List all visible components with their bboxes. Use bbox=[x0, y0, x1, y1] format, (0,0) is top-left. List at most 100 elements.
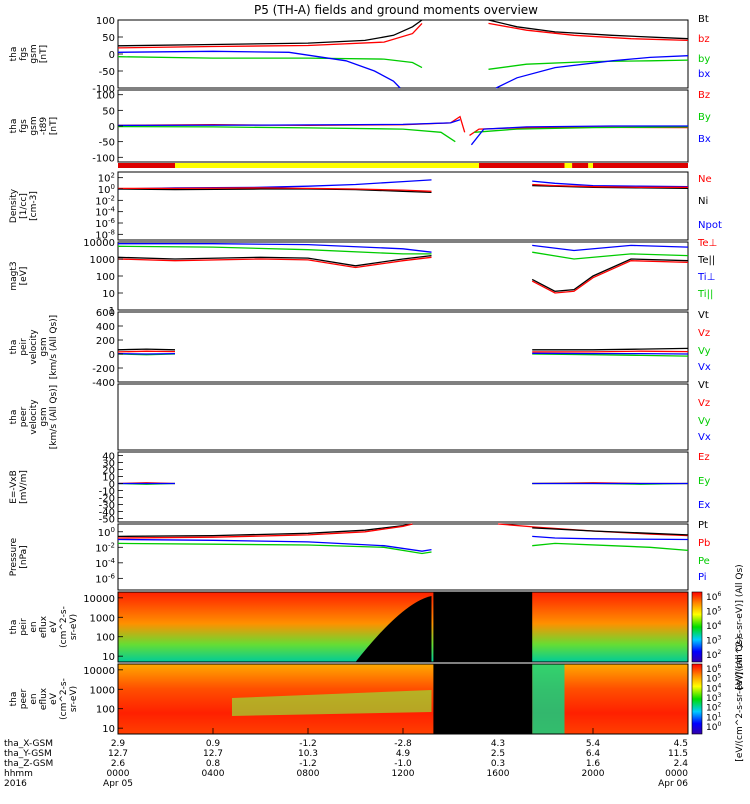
y-axis-label: Density bbox=[9, 188, 19, 223]
colorbar-label: [eV/(cm^2-s-sr-eV)] (All Qs) bbox=[735, 636, 745, 761]
x-axis-value: 1200 bbox=[392, 769, 415, 779]
y-axis-label: velocity bbox=[29, 399, 39, 435]
legend-label: Vx bbox=[698, 432, 711, 443]
series-line-pi bbox=[532, 536, 688, 539]
legend-label: Pb bbox=[698, 538, 710, 549]
series-line-vt bbox=[532, 348, 688, 349]
x-axis-value: 1600 bbox=[487, 769, 510, 779]
y-tick-label: 1000 bbox=[90, 613, 115, 624]
x-axis-value: 0000 bbox=[665, 769, 688, 779]
x-axis-value: -1.2 bbox=[299, 759, 317, 769]
x-axis-value: 11.5 bbox=[668, 749, 688, 759]
legend-label: Vy bbox=[698, 346, 711, 357]
series-line-pt bbox=[532, 528, 688, 535]
y-tick-label: 400 bbox=[96, 322, 115, 333]
x-axis-value: 0800 bbox=[297, 769, 320, 779]
series-line-ti bbox=[532, 252, 688, 259]
series-line-ti bbox=[532, 245, 688, 250]
colorbar-tick-label: 100 bbox=[706, 721, 721, 733]
y-axis-label: tha bbox=[9, 692, 19, 707]
y-tick-label: 10-4 bbox=[95, 557, 115, 570]
series-line-vx bbox=[532, 353, 688, 354]
x-axis-value: 2.6 bbox=[111, 759, 126, 769]
y-tick-label: 10 bbox=[102, 289, 115, 300]
legend-label: Ex bbox=[698, 500, 710, 511]
y-tick-label: 10-6 bbox=[95, 572, 115, 585]
panel-frame bbox=[118, 384, 688, 450]
y-axis-label: en bbox=[29, 621, 39, 632]
y-tick-label: 50 bbox=[102, 106, 115, 117]
y-axis-label: fgs bbox=[19, 119, 29, 133]
x-axis-value: Apr 05 bbox=[103, 779, 133, 789]
x-axis-value: 5.4 bbox=[586, 739, 601, 749]
y-tick-label: 100 bbox=[96, 91, 115, 102]
legend-label: Vx bbox=[698, 362, 711, 373]
legend-label: Te⊥ bbox=[697, 238, 717, 249]
y-tick-label: 10000 bbox=[83, 594, 115, 605]
y-tick-label: 1000 bbox=[90, 255, 115, 266]
spectrogram-band bbox=[532, 664, 564, 734]
mode-segment bbox=[479, 163, 565, 168]
x-axis-row-label: tha_Z-GSM bbox=[4, 759, 53, 769]
y-tick-label: -50 bbox=[99, 138, 115, 149]
y-axis-label: gsm bbox=[39, 337, 49, 356]
legend-label: Npot bbox=[698, 220, 722, 231]
y-axis-label: fgs bbox=[19, 47, 29, 61]
legend-label: Pt bbox=[698, 520, 708, 531]
chart-title: P5 (TH-A) fields and ground moments over… bbox=[254, 3, 538, 17]
y-tick-label: 200 bbox=[96, 336, 115, 347]
mode-segment bbox=[175, 163, 479, 168]
x-axis-row-label: hhmm bbox=[4, 769, 33, 779]
spectrogram-gap bbox=[433, 592, 532, 662]
legend-label: Vy bbox=[698, 416, 711, 427]
y-axis-label: (cm^2-s- bbox=[59, 606, 69, 648]
y-axis-label: [eV] bbox=[19, 267, 29, 286]
legend-label: Ez bbox=[698, 452, 710, 463]
y-axis-label: tha bbox=[9, 410, 19, 425]
legend-label: Vt bbox=[698, 310, 709, 321]
y-axis-label: (cm^2-s- bbox=[59, 678, 69, 720]
y-axis-label: sr-eV) bbox=[69, 614, 79, 640]
y-axis-label: [1/cc] bbox=[19, 193, 29, 219]
x-axis-value: 0.9 bbox=[206, 739, 221, 749]
y-tick-label: 50 bbox=[102, 33, 115, 44]
series-line-by bbox=[118, 127, 455, 142]
series-line-ti bbox=[118, 244, 432, 253]
legend-label: Ti|| bbox=[697, 289, 713, 300]
x-axis-value: 1.6 bbox=[586, 759, 601, 769]
legend-label: By bbox=[698, 112, 711, 123]
x-axis-value: 12.7 bbox=[203, 749, 223, 759]
x-axis-row-label: 2016 bbox=[4, 779, 27, 789]
x-axis-value: Apr 06 bbox=[658, 779, 688, 789]
y-axis-label: gsm bbox=[29, 44, 39, 63]
y-tick-label: 0 bbox=[109, 122, 115, 133]
legend-label: Vt bbox=[698, 380, 709, 391]
panel-frame bbox=[118, 242, 688, 310]
panel-efield: EzEyEx403020100-10-20-30-40-50E=-VxB[mV/… bbox=[9, 452, 710, 526]
y-axis-label: [cm-3] bbox=[29, 191, 39, 221]
panel-frame bbox=[118, 20, 688, 88]
y-axis-label: peir bbox=[19, 338, 29, 356]
y-tick-label: 10000 bbox=[83, 238, 115, 249]
y-tick-label: 0 bbox=[109, 50, 115, 61]
y-tick-label: -200 bbox=[92, 364, 115, 375]
colorbar-tick-label: 102 bbox=[706, 649, 721, 661]
y-axis-label: en bbox=[29, 693, 39, 704]
y-axis-label: [km/s (All Qs)] bbox=[49, 315, 59, 379]
y-axis-label: E=-VxB bbox=[9, 470, 19, 504]
legend-label: Bz bbox=[698, 90, 710, 101]
series-line-by bbox=[118, 57, 422, 68]
y-axis-label: eV bbox=[49, 620, 59, 633]
x-axis-value: 2000 bbox=[582, 769, 605, 779]
y-axis-label: [km/s (All Qs)] bbox=[49, 385, 59, 449]
y-axis-label: [nT] bbox=[49, 117, 59, 135]
x-axis-value: 10.3 bbox=[298, 749, 318, 759]
legend-label: Ni bbox=[698, 196, 708, 207]
y-axis-label: peer bbox=[19, 406, 29, 427]
y-axis-label: tha bbox=[9, 47, 19, 62]
mode-segment bbox=[572, 163, 588, 168]
